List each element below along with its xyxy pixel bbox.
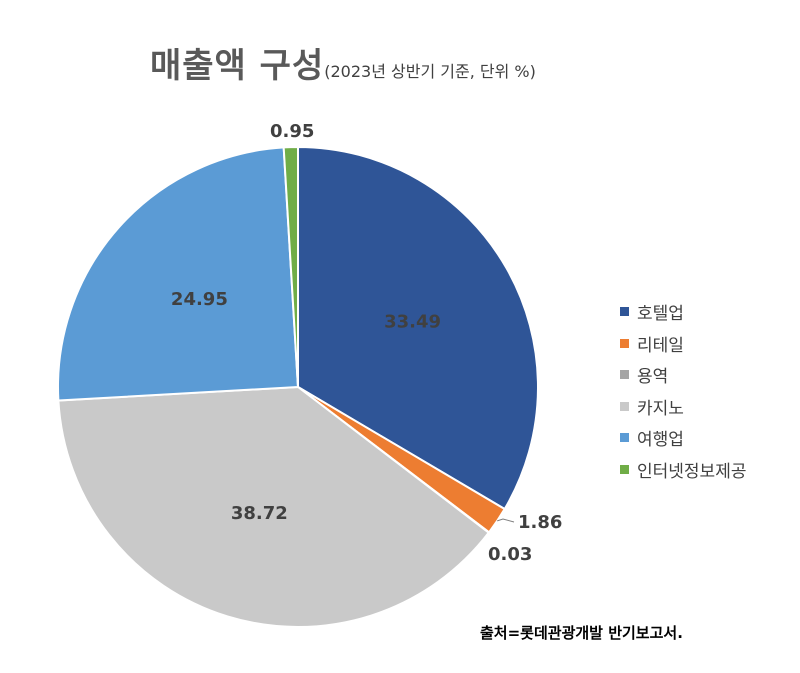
pie-slice-6 [282, 145, 299, 388]
legend-item: 인터넷정보제공 [620, 454, 746, 486]
pie-slices [56, 145, 539, 628]
legend-swatch [620, 307, 629, 317]
pie-slice-4 [57, 385, 491, 628]
legend-swatch [620, 433, 629, 443]
source-note: 출처=롯데관광개발 반기보고서. [480, 624, 683, 642]
data-labels: 33.49 1.86 0.03 38.72 24.95 0.95 [171, 121, 562, 565]
legend-label: 여행업 [637, 430, 684, 451]
legend: 호텔업 리테일 용역 카지노 여행업 인터넷정보제공 [620, 296, 746, 485]
legend-item: 카지노 [620, 391, 746, 423]
legend-swatch [620, 370, 629, 380]
legend-swatch [620, 338, 629, 348]
legend-item: 호텔업 [620, 296, 746, 328]
data-label-1: 33.49 [384, 312, 441, 333]
legend-label: 카지노 [637, 398, 684, 419]
data-label-2: 1.86 [518, 512, 562, 533]
pie-slice-5 [56, 146, 300, 402]
legend-item: 여행업 [620, 422, 746, 454]
legend-swatch [620, 464, 629, 474]
data-label-3: 0.03 [488, 544, 532, 565]
leader-line-2 [497, 518, 515, 523]
pie-slice-1 [297, 145, 539, 511]
legend-swatch [620, 401, 629, 411]
data-label-4: 38.72 [231, 503, 288, 524]
legend-item: 리테일 [620, 328, 746, 360]
data-label-5: 24.95 [171, 289, 228, 310]
legend-item: 용역 [620, 359, 746, 391]
legend-label: 호텔업 [637, 304, 684, 325]
data-label-6: 0.95 [270, 121, 314, 142]
chart-title: 매출액 구성(2023년 상반기 기준, 단위 %) [150, 38, 536, 87]
legend-label: 리테일 [637, 335, 684, 356]
leader-lines [497, 518, 515, 523]
legend-label: 인터넷정보제공 [637, 461, 747, 482]
legend-label: 용역 [637, 367, 669, 388]
chart-title-main: 매출액 구성 [150, 46, 325, 86]
chart-subtitle: (2023년 상반기 기준, 단위 %) [324, 62, 536, 81]
